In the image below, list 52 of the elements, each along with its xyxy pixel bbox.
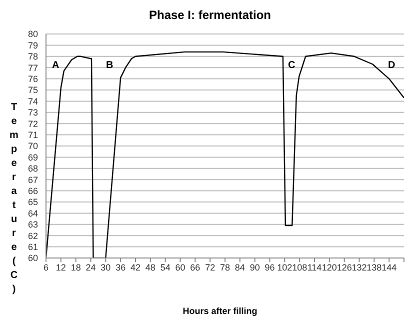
y-tick-label: 74: [28, 96, 38, 106]
y-tick-label: 63: [28, 220, 38, 230]
y-tick-label: 60: [28, 253, 38, 264]
y-tick-label: 67: [28, 174, 38, 185]
y-tick-label: 75: [28, 85, 38, 96]
x-tick-label: 144: [382, 262, 397, 272]
y-tick-label: 79: [28, 40, 38, 50]
x-tick-label: 12: [56, 262, 66, 272]
x-tick-label: 102: [277, 262, 292, 272]
x-tick-label: 120: [322, 262, 337, 272]
x-tick-label: 84: [234, 262, 245, 272]
y-tick-label: 61: [28, 242, 38, 252]
y-tick-label: 70: [28, 141, 38, 152]
x-tick-label: 96: [264, 262, 275, 272]
x-tick-label: 42: [130, 262, 141, 272]
y-tick-label: 73: [28, 108, 38, 118]
x-tick-label: 24: [86, 262, 96, 272]
x-tick-label: 30: [100, 262, 111, 272]
y-tick-label: 80: [28, 29, 38, 40]
annotation: B: [106, 60, 114, 71]
y-tick-label: 65: [28, 197, 38, 208]
x-tick-label: 114: [307, 262, 322, 272]
x-tick-label: 90: [250, 262, 260, 272]
x-tick-label: 132: [352, 262, 367, 272]
y-tick-label: 76: [28, 74, 38, 84]
chart-title: Phase I: fermentation: [148, 8, 272, 22]
y-tick-label: 69: [28, 152, 38, 162]
x-tick-label: 48: [145, 262, 156, 272]
y-tick-label: 68: [28, 164, 38, 174]
y-tick-label: 62: [28, 230, 38, 241]
x-tick-label: 60: [175, 262, 186, 272]
annotation: A: [52, 60, 60, 71]
x-tick-label: 54: [160, 262, 170, 272]
annotation: D: [388, 60, 396, 71]
annotation: C: [288, 60, 296, 71]
x-tick-label: 6: [43, 262, 49, 272]
text: Temperature (C): [10, 102, 18, 295]
y-tick-label: 78: [28, 52, 38, 62]
x-tick-label: 126: [336, 262, 352, 272]
y-tick-label: 66: [28, 186, 38, 196]
x-axis-title: Hours after filling: [182, 306, 258, 316]
y-tick-label: 72: [28, 118, 38, 129]
x-tick-label: 66: [190, 262, 200, 272]
x-tick-label: 108: [292, 262, 308, 272]
x-tick-label: 72: [205, 262, 216, 272]
y-tick-label: 77: [28, 62, 38, 73]
x-tick-label: 138: [366, 262, 382, 272]
y-tick-label: 71: [28, 130, 38, 140]
y-tick-label: 64: [28, 208, 38, 218]
x-tick-label: 36: [116, 262, 126, 272]
x-tick-label: 18: [70, 262, 81, 272]
x-tick-label: 78: [220, 262, 230, 272]
